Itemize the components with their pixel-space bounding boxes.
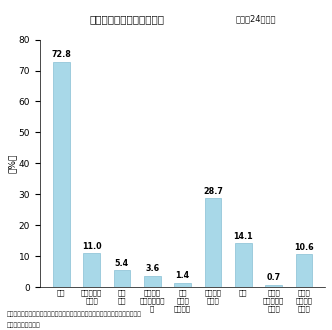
Text: 14.1: 14.1 <box>233 232 253 241</box>
Bar <box>83 253 100 287</box>
Bar <box>53 62 69 287</box>
Bar <box>296 254 312 287</box>
Text: 10.6: 10.6 <box>294 243 314 252</box>
Text: 3.6: 3.6 <box>145 264 159 274</box>
Text: 0.7: 0.7 <box>267 274 281 282</box>
Text: 5.4: 5.4 <box>115 259 129 268</box>
Text: 1.4: 1.4 <box>176 271 190 280</box>
Text: 72.8: 72.8 <box>51 50 71 59</box>
Bar <box>235 244 252 287</box>
Bar <box>114 270 130 287</box>
Text: （平成24年度）: （平成24年度） <box>236 15 276 23</box>
Text: 28.7: 28.7 <box>203 187 223 196</box>
Bar <box>205 198 221 287</box>
Text: 第1-3-20図: 第1-3-20図 <box>19 14 66 24</box>
Text: 11.0: 11.0 <box>82 242 101 250</box>
Text: いじめられた者の相談相手: いじめられた者の相談相手 <box>90 14 165 24</box>
Bar <box>265 285 282 287</box>
Y-axis label: （%）: （%） <box>8 154 17 173</box>
Text: （出典）文部科学省「児童生徒の問題行動等生徒指導上の諸問題に関する調査」: （出典）文部科学省「児童生徒の問題行動等生徒指導上の諸問題に関する調査」 <box>7 312 142 317</box>
Text: （注）複数回答可。: （注）複数回答可。 <box>7 323 41 328</box>
Bar <box>144 276 161 287</box>
Bar <box>174 283 191 287</box>
